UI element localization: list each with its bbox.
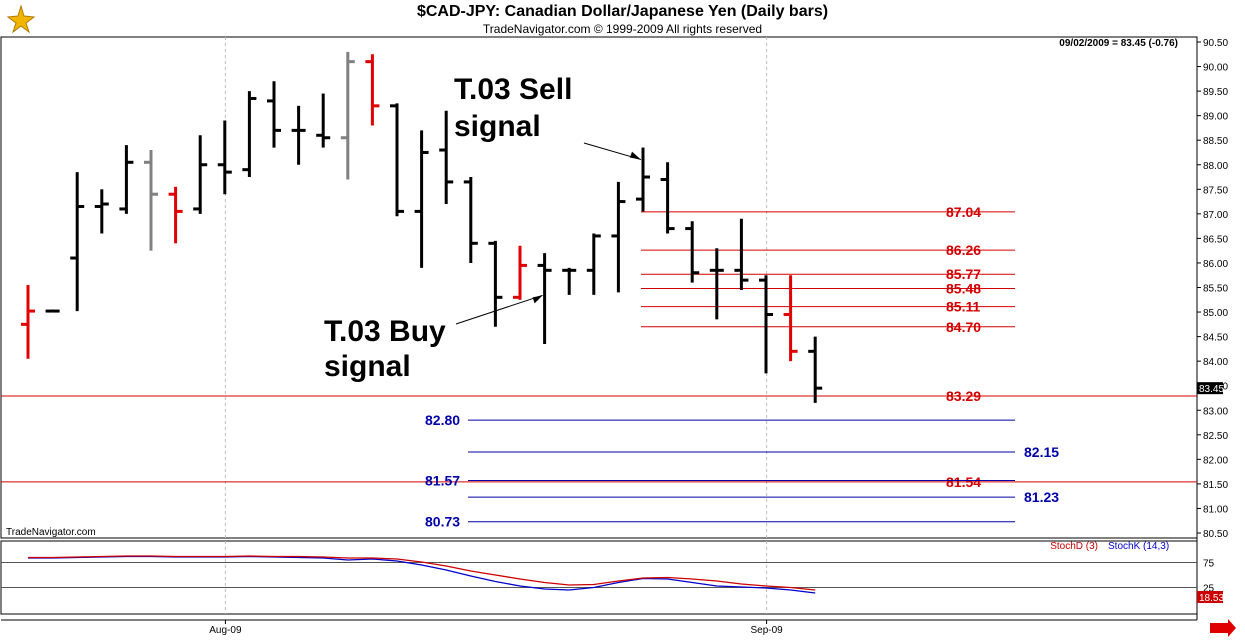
y-tick-label: 83.00: [1203, 406, 1228, 417]
current-price-label: 83.45: [1199, 384, 1224, 395]
y-tick-label: 88.50: [1203, 136, 1228, 147]
y-tick-label: 82.00: [1203, 455, 1228, 466]
stochastic-current-box: [1197, 591, 1223, 603]
support-label: 80.73: [425, 514, 460, 530]
stochK-legend: StochK (14,3): [1108, 541, 1169, 552]
stochastic-level-label: 25: [1203, 584, 1215, 595]
resistance-label: 81.54: [946, 474, 981, 490]
support-label: 82.80: [425, 412, 460, 428]
sell-signal-text: T.03 Sell: [454, 73, 572, 106]
support-label: 81.57: [425, 472, 460, 488]
chart-title: $CAD-JPY: Canadian Dollar/Japanese Yen (…: [416, 3, 829, 20]
trade-navigator-logo-icon: [6, 4, 36, 34]
y-tick-label: 85.00: [1203, 308, 1228, 319]
buy-arrow-head: [532, 295, 543, 304]
y-tick-label: 87.50: [1203, 185, 1228, 196]
scroll-right-arrow-icon: [1210, 619, 1236, 637]
sell-arrow-head: [630, 151, 641, 160]
y-tick-label: 89.00: [1203, 112, 1228, 123]
resistance-label: 85.77: [946, 266, 981, 282]
stochastic-panel: 75 25 StochD (3) StochK (14,3) 18.53: [1, 541, 1224, 604]
y-tick-label: 86.50: [1203, 234, 1228, 245]
watermark: TradeNavigator.com: [6, 527, 96, 538]
price-axis: 90.50 90.00 89.50 89.00 88.50 88.00 87.50 87.00…: [1197, 38, 1228, 540]
y-tick-label: 90.50: [1203, 38, 1228, 49]
resistance-label: 85.11: [946, 299, 980, 315]
y-tick-label: 88.00: [1203, 161, 1228, 172]
x-tick-label: Aug-09: [209, 625, 242, 636]
buy-signal-text: T.03 Buy: [324, 315, 446, 348]
stochastic-current-label: 18.53: [1199, 593, 1224, 604]
stochD-legend: StochD (3): [1050, 541, 1098, 552]
resistance-label: 84.70: [946, 319, 981, 335]
resistance-label: 86.26: [946, 242, 981, 258]
y-tick-label: 90.00: [1203, 63, 1228, 74]
stochD-line: [28, 555, 816, 591]
y-tick-label: 80.50: [1203, 529, 1228, 540]
date-axis: Aug-09 Sep-09: [209, 619, 1236, 637]
resistance-label: 83.29: [946, 388, 981, 404]
y-tick-label: 84.00: [1203, 357, 1228, 368]
y-tick-label: 82.50: [1203, 431, 1228, 442]
sell-signal-text: signal: [454, 110, 541, 143]
y-tick-label: 84.50: [1203, 333, 1228, 344]
price-bars: [21, 51, 823, 403]
price-quote: 09/02/2009 = 83.45 (-0.76): [1059, 38, 1178, 49]
current-price-box: [1197, 382, 1223, 395]
resistance-label: 87.04: [946, 204, 981, 220]
y-tick-label: 81.50: [1203, 480, 1228, 491]
x-tick-label: Sep-09: [750, 625, 783, 636]
y-tick-label: 86.00: [1203, 259, 1228, 270]
stochastic-level-label: 75: [1203, 559, 1215, 570]
buy-signal-text: signal: [324, 350, 411, 383]
support-label: 82.15: [1024, 444, 1059, 460]
resistance-label: 85.48: [946, 280, 981, 296]
buy-arrow-line: [455, 294, 543, 325]
y-tick-label: 87.00: [1203, 210, 1228, 221]
y-tick-label: 81.00: [1203, 504, 1228, 515]
y-tick-label: 85.50: [1203, 284, 1228, 295]
support-label: 81.23: [1024, 489, 1059, 505]
y-tick-label: 89.50: [1203, 87, 1228, 98]
chart-subtitle: TradeNavigator.com © 1999-2009 All right…: [482, 22, 763, 36]
